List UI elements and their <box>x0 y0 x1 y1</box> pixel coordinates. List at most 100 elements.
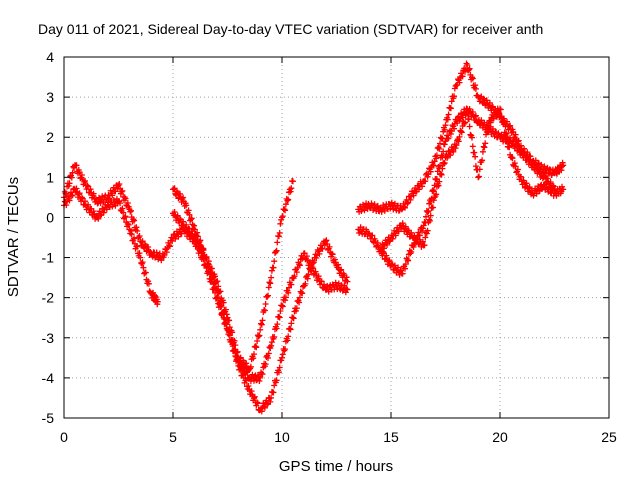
data-point-fill <box>174 212 181 219</box>
data-point-fill <box>271 333 278 340</box>
data-point-fill <box>119 205 126 212</box>
data-point-fill <box>507 134 514 141</box>
data-point-fill <box>484 129 491 136</box>
data-point-fill <box>549 182 556 189</box>
data-point-fill <box>66 197 73 204</box>
data-point-fill <box>142 269 149 276</box>
data-point-fill <box>321 281 327 288</box>
data-point-fill <box>440 148 447 155</box>
data-point-fill <box>500 117 507 124</box>
data-point-fill <box>335 261 342 268</box>
data-point-fill <box>256 378 263 384</box>
data-point-fill <box>472 163 479 170</box>
data-point-fill <box>337 267 344 274</box>
data-points <box>61 60 567 415</box>
data-point-fill <box>402 223 409 230</box>
x-tick-label: 0 <box>60 429 68 445</box>
data-point-fill <box>319 245 326 252</box>
data-point-fill <box>286 325 293 332</box>
data-point-fill <box>532 157 539 164</box>
data-point-fill <box>131 217 138 224</box>
data-point-fill <box>402 265 408 272</box>
data-point-fill <box>229 337 236 344</box>
data-point-fill <box>456 133 463 140</box>
data-point-fill <box>419 183 426 190</box>
data-point-fill <box>447 105 454 112</box>
data-point-fill <box>407 196 414 203</box>
data-point-fill <box>511 160 518 167</box>
data-point-fill <box>504 136 510 143</box>
data-point-fill <box>124 220 131 227</box>
data-point-fill <box>272 248 279 255</box>
data-point-fill <box>252 343 259 350</box>
data-point-fill <box>262 301 269 307</box>
data-point-fill <box>265 292 271 299</box>
data-point-fill <box>533 190 540 197</box>
data-point-fill <box>259 371 266 378</box>
data-point-fill <box>226 317 233 324</box>
data-point-fill <box>286 284 292 291</box>
data-point-fill <box>90 190 97 197</box>
data-point-fill <box>466 65 473 72</box>
data-point-fill <box>512 131 519 138</box>
data-point-fill <box>507 122 514 129</box>
data-point-fill <box>282 297 289 304</box>
data-point-fill <box>404 256 411 263</box>
data-point-fill <box>130 216 137 223</box>
data-point-fill <box>120 209 127 216</box>
data-point-fill <box>258 320 264 327</box>
data-point-fill <box>480 95 487 102</box>
data-point-fill <box>427 168 434 175</box>
series-track-b <box>61 185 161 308</box>
data-point-fill <box>469 75 476 82</box>
data-point-fill <box>419 238 426 245</box>
data-point-fill <box>430 187 436 193</box>
data-point-fill <box>421 242 428 249</box>
data-point-fill <box>482 140 489 147</box>
plot-frame <box>63 56 610 419</box>
data-point-fill <box>194 237 201 244</box>
data-point-fill <box>212 279 218 285</box>
data-point-fill <box>331 256 338 263</box>
data-point-fill <box>82 198 88 205</box>
data-point-fill <box>430 162 437 169</box>
grid-lines <box>64 57 609 418</box>
data-point-fill <box>424 209 431 216</box>
data-point-fill <box>265 284 272 291</box>
data-point-fill <box>388 199 395 206</box>
data-point-fill <box>441 160 448 166</box>
data-point-fill <box>438 171 445 178</box>
data-point-fill <box>218 303 225 309</box>
data-point-fill <box>458 129 465 136</box>
data-point-fill <box>514 166 521 173</box>
data-point-fill <box>251 393 258 400</box>
data-point-fill <box>284 337 291 344</box>
data-point-fill <box>489 103 496 110</box>
data-point-fill <box>479 157 486 164</box>
data-point-fill <box>266 279 273 286</box>
data-point <box>137 254 144 261</box>
data-point-fill <box>277 220 284 227</box>
x-axis-label: GPS time / hours <box>279 458 393 475</box>
data-point <box>475 174 482 181</box>
data-point-fill <box>171 209 178 215</box>
data-point-fill <box>478 117 485 124</box>
data-point-fill <box>374 202 381 209</box>
data-point-fill <box>408 229 415 236</box>
data-point-fill <box>200 247 207 254</box>
data-point-fill <box>374 239 381 246</box>
data-point-fill <box>145 244 152 250</box>
data-point-fill <box>506 144 513 151</box>
data-point-fill <box>254 399 261 406</box>
data-point <box>464 62 471 68</box>
data-point-fill <box>422 234 429 241</box>
data-point-fill <box>275 233 282 240</box>
data-point-fill <box>526 184 533 190</box>
data-point-fill <box>486 99 493 106</box>
data-point-fill <box>343 274 350 281</box>
data-point-fill <box>303 253 310 260</box>
data-point-fill <box>261 404 268 411</box>
data-point-fill <box>76 190 83 197</box>
data-point-fill <box>275 313 282 320</box>
data-point-fill <box>180 218 187 225</box>
